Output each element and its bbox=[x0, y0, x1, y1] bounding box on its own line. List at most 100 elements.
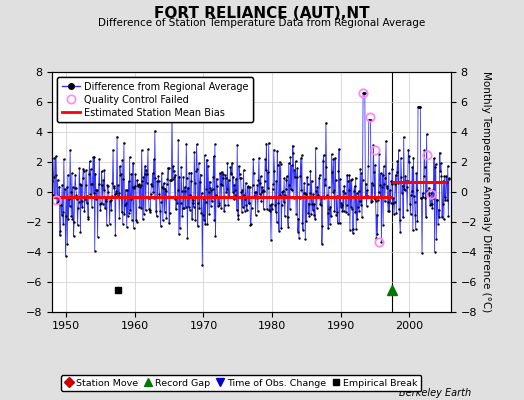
Point bbox=[301, 190, 309, 196]
Point bbox=[214, 194, 223, 200]
Point bbox=[291, 174, 299, 181]
Point bbox=[374, 197, 382, 203]
Point bbox=[86, 166, 95, 173]
Point bbox=[332, 212, 341, 218]
Point bbox=[97, 200, 105, 206]
Point bbox=[406, 200, 414, 207]
Point bbox=[302, 191, 310, 197]
Point bbox=[226, 164, 235, 170]
Point bbox=[179, 205, 187, 211]
Point bbox=[335, 146, 343, 152]
Point bbox=[423, 188, 431, 194]
Point bbox=[353, 190, 361, 197]
Point bbox=[357, 170, 366, 176]
Point bbox=[271, 209, 280, 216]
Point bbox=[165, 165, 173, 172]
Point bbox=[402, 184, 411, 190]
Point bbox=[258, 184, 266, 190]
Point bbox=[296, 173, 304, 179]
Point bbox=[93, 187, 101, 193]
Point bbox=[202, 186, 211, 192]
Point bbox=[318, 240, 326, 247]
Point bbox=[108, 192, 116, 199]
Point bbox=[125, 154, 134, 160]
Point bbox=[206, 184, 214, 191]
Point bbox=[132, 217, 140, 223]
Point bbox=[444, 163, 452, 169]
Point bbox=[376, 194, 385, 200]
Point bbox=[101, 204, 109, 211]
Point bbox=[324, 184, 333, 191]
Point bbox=[177, 200, 185, 206]
Point bbox=[71, 172, 80, 178]
Point bbox=[195, 160, 203, 167]
Point bbox=[304, 200, 313, 207]
Point bbox=[370, 169, 378, 176]
Point bbox=[333, 193, 341, 200]
Point bbox=[239, 204, 247, 210]
Point bbox=[212, 192, 220, 199]
Point bbox=[131, 171, 139, 178]
Point bbox=[309, 207, 317, 213]
Point bbox=[221, 202, 229, 208]
Point bbox=[259, 187, 267, 193]
Point bbox=[249, 156, 257, 162]
Point bbox=[420, 173, 428, 180]
Point bbox=[206, 202, 215, 209]
Point bbox=[266, 202, 275, 209]
Point bbox=[364, 162, 373, 169]
Point bbox=[436, 168, 444, 174]
Point bbox=[279, 188, 287, 194]
Point bbox=[135, 181, 143, 188]
Point bbox=[180, 205, 188, 212]
Point bbox=[123, 187, 132, 194]
Point bbox=[167, 177, 176, 184]
Point bbox=[216, 170, 224, 176]
Point bbox=[221, 172, 230, 178]
Point bbox=[360, 90, 368, 96]
Point bbox=[367, 198, 375, 205]
Point bbox=[171, 172, 180, 178]
Point bbox=[209, 186, 217, 193]
Point bbox=[200, 217, 208, 223]
Point bbox=[115, 215, 124, 222]
Point bbox=[180, 184, 189, 190]
Point bbox=[411, 212, 419, 218]
Point bbox=[186, 191, 194, 198]
Point bbox=[70, 219, 78, 225]
Point bbox=[268, 186, 277, 192]
Point bbox=[50, 154, 58, 161]
Point bbox=[203, 156, 211, 163]
Point bbox=[234, 216, 243, 222]
Point bbox=[219, 175, 227, 181]
Point bbox=[201, 221, 210, 227]
Point bbox=[242, 180, 250, 186]
Point bbox=[154, 173, 162, 179]
Point bbox=[440, 216, 448, 223]
Point bbox=[367, 180, 376, 186]
Legend: Station Move, Record Gap, Time of Obs. Change, Empirical Break: Station Move, Record Gap, Time of Obs. C… bbox=[61, 375, 421, 391]
Point bbox=[286, 206, 294, 212]
Point bbox=[321, 182, 330, 188]
Point bbox=[133, 177, 141, 184]
Point bbox=[359, 90, 367, 96]
Point bbox=[293, 165, 301, 171]
Point bbox=[323, 210, 332, 217]
Point bbox=[174, 231, 183, 237]
Point bbox=[116, 163, 124, 170]
Point bbox=[149, 188, 157, 195]
Point bbox=[380, 198, 389, 204]
Point bbox=[59, 220, 68, 227]
Point bbox=[236, 175, 245, 181]
Point bbox=[127, 170, 136, 177]
Point bbox=[429, 194, 438, 201]
Point bbox=[63, 172, 72, 178]
Point bbox=[92, 187, 100, 193]
Point bbox=[231, 192, 239, 198]
Point bbox=[226, 194, 234, 200]
Point bbox=[248, 182, 257, 188]
Point bbox=[320, 194, 329, 201]
Point bbox=[269, 181, 277, 188]
Point bbox=[134, 182, 142, 188]
Point bbox=[169, 163, 177, 170]
